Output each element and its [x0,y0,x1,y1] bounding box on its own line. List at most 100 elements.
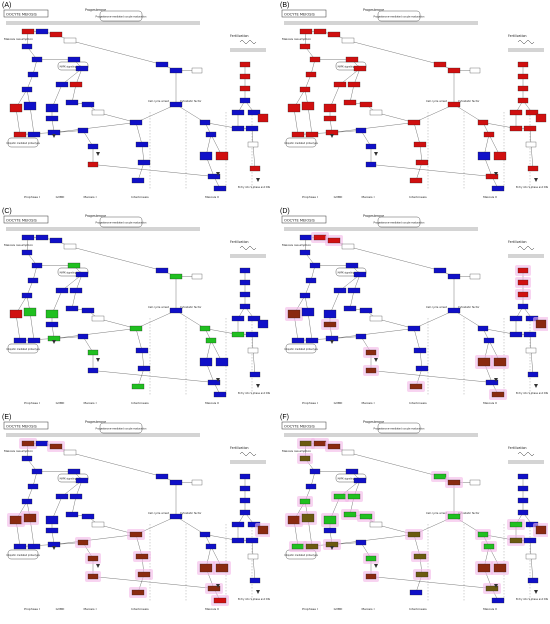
gene-node [13,543,27,550]
pathway-title: OOCYTE MEIOSIS [284,13,316,17]
gene-node [323,527,337,534]
pathway-edge [69,452,163,477]
pathway-edge [530,350,534,375]
gene-node [169,307,183,314]
pathway-edge [53,534,137,545]
gene-node [87,555,99,562]
pathway-nodes [9,28,269,192]
gene-node [525,347,537,354]
entry-into-s-label: Entry into S phase and DNA replication [238,598,270,601]
gene-node [81,101,95,108]
gene-node [77,333,89,340]
arrow-head [216,584,220,588]
gene-node [27,71,39,78]
gene-node [247,109,261,116]
gene-node [433,267,447,274]
gene-node [327,443,341,450]
gene-node [369,109,383,116]
gene-node [67,262,81,269]
pathway-edge [92,164,215,177]
gene-node [49,237,63,244]
sperm-glyph [239,452,257,456]
pathway-title: OOCYTE MEIOSIS [284,425,316,429]
sperm-glyph [517,40,535,44]
gene-node [343,511,357,518]
panel-letter: (A) [2,2,12,9]
pathway-edge [53,122,137,133]
gene-node [523,125,537,132]
gene-node [407,531,421,538]
gene-node [517,97,529,104]
pathway-edge [347,40,441,65]
gene-node [333,287,347,294]
arrow-head [534,178,538,182]
gene-node [21,43,33,50]
pathway-edge [135,328,143,351]
pathway-title-box: OOCYTE MEIOSIS [3,421,49,430]
gene-node [433,61,447,68]
gene-node [447,101,461,108]
gene-node [525,553,537,560]
pathway-edge [175,516,206,535]
ubiquitin-label: Ubiquitin mediated proteolysis [284,554,318,557]
pathway-edge [75,68,83,85]
ubiquitin-label: Ubiquitin mediated proteolysis [284,142,318,145]
cytostatic-factor-label: Cytostatic factor [180,511,202,515]
pathway-edge [339,274,361,291]
stage-label: Prophase I [302,607,318,611]
gene-node [323,115,337,122]
entry-into-s-label: Entry into S phase and DNA replication [516,186,548,189]
cytostatic-factor-label: Cytostatic factor [458,511,480,515]
gene-node [477,325,489,332]
gene-node [469,273,481,280]
pathway-edge [29,105,35,135]
progesterone-label: Progesterone [85,420,106,424]
gene-node [9,309,23,319]
gene-node [309,56,321,63]
gene-node [239,267,251,274]
pathway-panel-c: OOCYTE MEIOSIS Progesterone Progesterone-m… [0,208,270,408]
gene-node [517,61,529,68]
gene-node [169,101,183,108]
pathway-title: OOCYTE MEIOSIS [6,219,38,223]
progesterone-mediated-box: Progesterone-mediated oocyte maturation [96,216,147,228]
gene-node [21,440,35,447]
stage-label: Interkinesis [409,401,427,405]
pathway-panel-a: OOCYTE MEIOSIS Progesterone Progesterone-m… [0,2,270,202]
gene-node [301,101,315,111]
gene-node [299,86,311,93]
gene-node [483,337,495,344]
gene-node [87,143,99,150]
pathway-title: OOCYTE MEIOSIS [284,219,316,223]
pathway-edge [370,370,493,383]
arrow-head [494,378,498,382]
gene-node [509,125,523,132]
gene-node [169,67,183,74]
gene-node [469,67,481,74]
pathway-edge [307,105,313,135]
gene-node [491,391,505,398]
stage-label: Prophase I [24,195,40,199]
gene-node [517,497,529,504]
pathway-edge [370,164,493,177]
meiosis-resumption-label: Meiosis resumption [282,449,311,453]
gene-node [31,56,43,63]
pathway-edge [413,122,421,145]
gene-node [299,28,313,35]
gene-node [313,440,327,447]
gene-node [333,81,347,88]
panel-letter: (E) [2,414,12,421]
pathway-edge [71,496,77,515]
gene-node [247,141,259,148]
sperm-glyph [517,452,535,456]
progesterone-mediated-box: Progesterone-mediated oocyte maturation [96,10,147,22]
gene-node [155,61,169,68]
pathway-diagram: OOCYTE MEIOSIS Progesterone Progesterone-m… [281,214,548,405]
gene-node [517,85,529,92]
arrow-head [534,590,538,594]
gene-node [23,307,37,317]
gene-node [353,477,367,484]
gene-node [347,287,361,294]
gene-node [169,513,183,520]
mapk-label: MAPK signaling pathway [338,478,365,481]
